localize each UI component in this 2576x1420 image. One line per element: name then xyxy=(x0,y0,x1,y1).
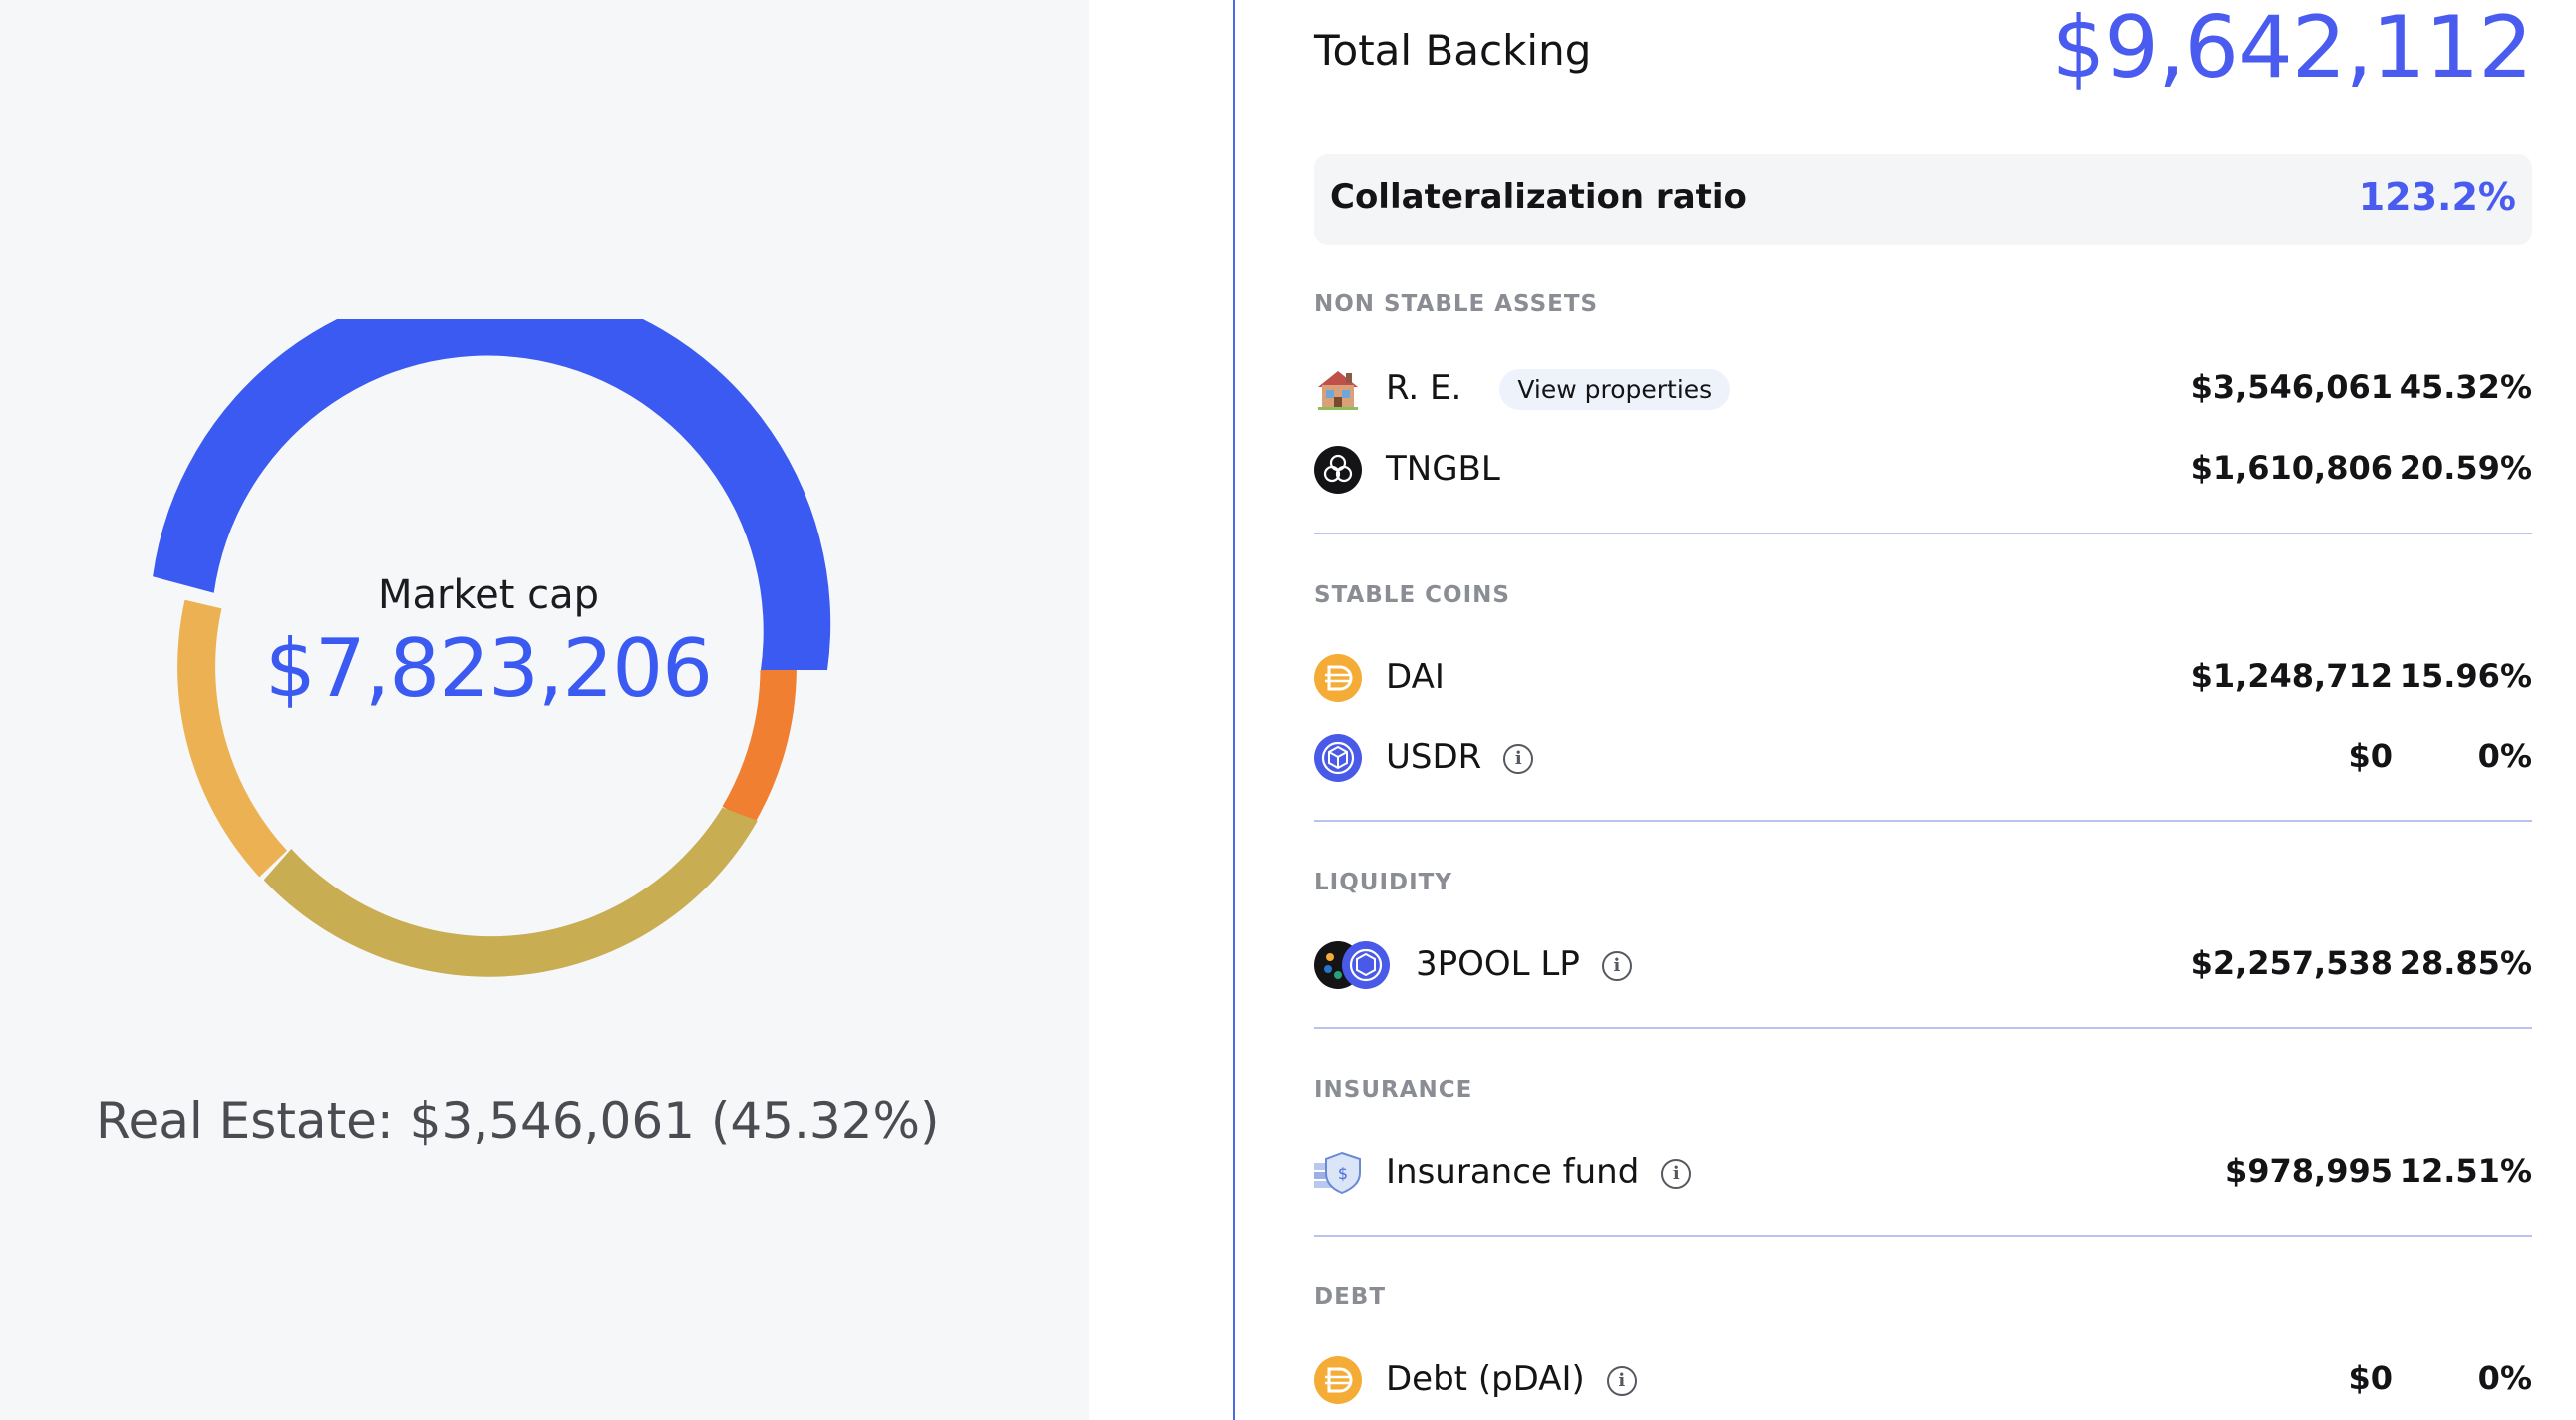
section-title-stable: STABLE COINS xyxy=(1314,582,1510,608)
asset-name: 3POOL LP i xyxy=(1416,944,1632,984)
info-icon[interactable]: i xyxy=(1503,743,1534,774)
section-divider xyxy=(1314,1235,2532,1237)
market-cap-label: Market cap xyxy=(377,571,600,618)
asset-percent: 0% xyxy=(2477,1359,2532,1397)
asset-percent: 45.32% xyxy=(2399,368,2532,406)
asset-row-dai: DAI $1,248,712 15.96% xyxy=(1314,648,2532,708)
asset-name-text: USDR xyxy=(1386,737,1482,777)
asset-amount: $978,995 xyxy=(2224,1152,2393,1190)
asset-percent: 28.85% xyxy=(2399,944,2532,982)
asset-amount: $1,610,806 xyxy=(2190,449,2393,487)
hovered-segment-info: Real Estate: $3,546,061 (45.32%) xyxy=(96,1092,940,1150)
asset-row-insurance-fund: $ Insurance fund i $978,995 12.51% xyxy=(1314,1143,2532,1203)
asset-row-tngbl: TNGBL $1,610,806 20.59% xyxy=(1314,440,2532,500)
asset-name-text: 3POOL LP xyxy=(1416,944,1580,984)
tngbl-icon xyxy=(1314,446,1362,494)
asset-name: R. E. View properties xyxy=(1386,368,1731,410)
market-cap-value: $7,823,206 xyxy=(264,621,713,715)
section-title-liquidity: LIQUIDITY xyxy=(1314,870,1452,895)
asset-percent: 0% xyxy=(2477,737,2532,775)
donut-center: Market cap $7,823,206 xyxy=(140,319,837,1017)
asset-row-real-estate: R. E. View properties $3,546,061 45.32% xyxy=(1314,359,2532,419)
asset-row-3pool-lp: 3POOL LP i $2,257,538 28.85% xyxy=(1314,935,2532,995)
section-title-insurance: INSURANCE xyxy=(1314,1077,1473,1103)
market-cap-donut-chart xyxy=(153,319,831,977)
asset-amount: $0 xyxy=(2348,1359,2393,1397)
collateralization-ratio-box: Collateralization ratio 123.2% xyxy=(1314,154,2532,245)
asset-percent: 20.59% xyxy=(2399,449,2532,487)
total-backing-value: $9,642,112 xyxy=(2051,0,2533,98)
info-icon[interactable]: i xyxy=(1601,950,1632,981)
asset-name: TNGBL xyxy=(1386,449,1500,489)
3pool-lp-icon xyxy=(1314,941,1390,989)
dai-icon xyxy=(1314,654,1362,702)
asset-amount: $2,257,538 xyxy=(2190,944,2393,982)
info-icon[interactable]: i xyxy=(1606,1365,1637,1396)
section-title-debt: DEBT xyxy=(1314,1284,1387,1310)
total-backing-row: Total Backing $9,642,112 xyxy=(1314,0,2533,100)
market-cap-panel: Market cap $7,823,206 Real Estate: $3,54… xyxy=(0,0,1089,1420)
svg-text:$: $ xyxy=(1338,1164,1348,1183)
section-divider xyxy=(1314,1027,2532,1029)
collateralization-ratio-label: Collateralization ratio xyxy=(1330,178,1747,217)
vertical-divider xyxy=(1233,0,1235,1420)
usdr-icon xyxy=(1314,734,1362,782)
asset-name: Debt (pDAI) i xyxy=(1386,1359,1637,1399)
asset-name-text: Insurance fund xyxy=(1386,1152,1640,1192)
asset-name-text: Debt (pDAI) xyxy=(1386,1359,1585,1399)
view-properties-button[interactable]: View properties xyxy=(1499,369,1731,410)
asset-amount: $0 xyxy=(2348,737,2393,775)
donut-segment-gold[interactable] xyxy=(263,807,758,977)
house-icon xyxy=(1318,371,1358,410)
section-divider xyxy=(1314,532,2532,534)
asset-amount: $3,546,061 xyxy=(2190,368,2393,406)
total-backing-label: Total Backing xyxy=(1314,26,1592,75)
asset-name: DAI xyxy=(1386,657,1445,697)
asset-name: USDR i xyxy=(1386,737,1534,777)
asset-row-debt-pdai: Debt (pDAI) i $0 0% xyxy=(1314,1350,2532,1410)
asset-percent: 12.51% xyxy=(2399,1152,2532,1190)
donut-segment-real-estate[interactable] xyxy=(153,319,831,670)
donut-segment-yellow[interactable] xyxy=(177,599,287,878)
info-icon[interactable]: i xyxy=(1661,1158,1692,1189)
asset-name: Insurance fund i xyxy=(1386,1152,1692,1192)
section-divider xyxy=(1314,820,2532,822)
asset-percent: 15.96% xyxy=(2399,657,2532,695)
section-title-non-stable: NON STABLE ASSETS xyxy=(1314,291,1599,317)
pdai-icon xyxy=(1314,1356,1362,1404)
insurance-shield-icon: $ xyxy=(1314,1151,1361,1195)
asset-row-usdr: USDR i $0 0% xyxy=(1314,728,2532,788)
donut-segment-orange[interactable] xyxy=(722,670,797,826)
collateralization-ratio-value: 123.2% xyxy=(2358,176,2516,219)
asset-name-text: R. E. xyxy=(1386,368,1462,408)
backing-panel: Total Backing $9,642,112 Collateralizati… xyxy=(1314,0,2533,1420)
asset-amount: $1,248,712 xyxy=(2190,657,2393,695)
